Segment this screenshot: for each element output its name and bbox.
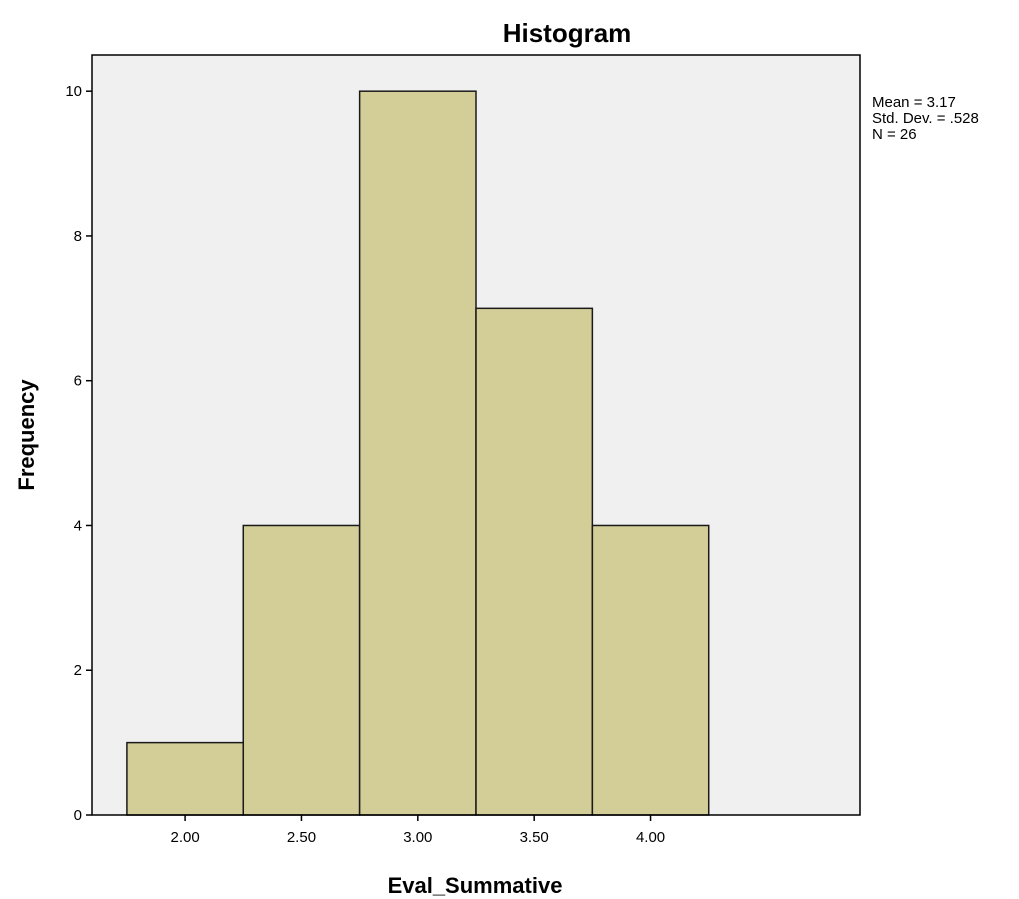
y-tick-label: 4 <box>74 517 82 534</box>
chart-title: Histogram <box>503 18 632 48</box>
y-tick-label: 8 <box>74 228 82 245</box>
stat-n: N = 26 <box>872 126 917 143</box>
histogram-bar <box>475 307 594 816</box>
histogram-bar <box>358 90 477 816</box>
y-tick-label: 0 <box>74 807 82 824</box>
x-axis-title: Eval_Summative <box>388 873 563 898</box>
x-tick-label: 2.50 <box>287 829 316 846</box>
x-tick-label: 3.00 <box>403 829 432 846</box>
x-tick-label: 4.00 <box>636 829 665 846</box>
bars-group <box>126 90 710 816</box>
x-tick-label: 2.00 <box>170 829 199 846</box>
x-axis: 2.00 2.50 3.00 3.50 4.00 <box>170 815 665 846</box>
y-axis: 0 2 4 6 8 10 <box>65 83 92 824</box>
stat-std-dev: Std. Dev. = .528 <box>872 110 979 127</box>
stats-box: Mean = 3.17 Std. Dev. = .528 N = 26 <box>872 94 979 143</box>
plot-frame <box>91 54 861 816</box>
y-tick-label: 2 <box>74 662 82 679</box>
y-axis-title: Frequency <box>14 379 39 491</box>
stat-mean: Mean = 3.17 <box>872 94 956 111</box>
histogram-bar <box>242 524 361 816</box>
x-tick-label: 3.50 <box>520 829 549 846</box>
y-tick-label: 6 <box>74 373 82 390</box>
y-tick-label: 10 <box>65 83 82 100</box>
histogram-bar <box>591 524 710 816</box>
histogram-bar <box>126 741 245 816</box>
